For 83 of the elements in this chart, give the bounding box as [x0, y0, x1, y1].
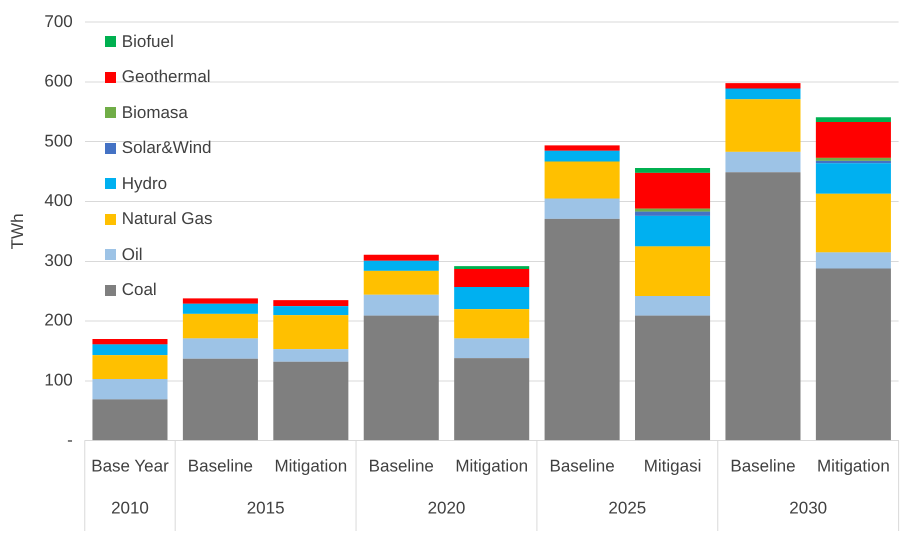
- bar: [273, 315, 348, 350]
- bar: [364, 316, 439, 440]
- legend-label: Biofuel: [122, 32, 174, 52]
- bar: [182, 338, 258, 359]
- bar: [273, 362, 348, 440]
- text: 2020: [428, 498, 466, 518]
- bar: [454, 358, 530, 440]
- bar: [273, 306, 348, 316]
- bar: [273, 300, 348, 306]
- bar: [92, 399, 168, 440]
- text: 2025: [608, 498, 646, 518]
- legend-label: Coal: [122, 280, 157, 300]
- y-tick-label: 500: [44, 131, 73, 150]
- bar: [364, 254, 439, 261]
- bar: [816, 158, 891, 161]
- bar: [635, 208, 710, 212]
- bar: [635, 168, 710, 173]
- x-tick-label: Mitigation: [274, 456, 348, 476]
- y-tick-label: 200: [44, 310, 73, 330]
- bar: [544, 150, 620, 162]
- bar: [92, 338, 168, 344]
- bar: [816, 160, 891, 164]
- bar: [544, 218, 620, 440]
- bar: [92, 379, 168, 400]
- y-axis-title: TWh: [8, 213, 27, 250]
- legend-label: Natural Gas: [122, 209, 212, 230]
- bar: [544, 161, 620, 199]
- legend-label: Hydro: [122, 174, 168, 194]
- bar: [273, 349, 348, 362]
- bar: [816, 117, 891, 122]
- bar: [816, 268, 891, 440]
- bar: [364, 294, 439, 316]
- bar: [816, 194, 891, 252]
- y-tick-label: 300: [44, 250, 73, 270]
- bar: [92, 344, 168, 356]
- x-tick-label: Mitigasi: [644, 456, 702, 476]
- text: 2015: [246, 498, 285, 518]
- bar: [182, 314, 258, 338]
- bar: [454, 286, 530, 310]
- bar: [454, 269, 530, 287]
- y-tick-label: 100: [44, 370, 73, 390]
- bar: [635, 316, 710, 440]
- bar: [454, 266, 530, 270]
- bar: [816, 163, 891, 194]
- bar: [635, 212, 710, 216]
- x-tick-label: Baseline: [188, 456, 254, 476]
- bar: [182, 298, 258, 304]
- bar: [725, 88, 800, 100]
- text: 2010: [111, 498, 149, 518]
- x-tick-label: Base Year: [91, 456, 170, 476]
- bar: [182, 358, 258, 440]
- bar: [725, 83, 800, 89]
- text: 2030: [789, 498, 828, 518]
- x-tick-label: Mitigation: [455, 456, 528, 476]
- bar: [635, 172, 710, 209]
- legend-label: Oil: [122, 244, 143, 265]
- bar: [454, 338, 530, 358]
- legend-label: Geothermal: [122, 67, 211, 88]
- bar: [364, 260, 439, 271]
- bar: [635, 246, 710, 296]
- x-tick-label: Baseline: [730, 456, 796, 476]
- bar: [635, 296, 710, 316]
- x-tick-label: Baseline: [550, 456, 615, 476]
- bar: [725, 152, 800, 172]
- bar: [454, 309, 530, 338]
- legend-label: Biomasa: [122, 102, 188, 123]
- bar: [816, 122, 891, 158]
- bar: [92, 355, 168, 380]
- y-tick-label: -: [67, 430, 73, 450]
- bar: [182, 304, 258, 314]
- bar: [725, 172, 800, 440]
- bar: [725, 99, 800, 152]
- x-tick-label: Baseline: [368, 456, 434, 476]
- y-tick-label: 700: [44, 12, 73, 31]
- bar: [635, 216, 710, 246]
- bar: [544, 198, 620, 219]
- legend-label: Solar&Wind: [122, 138, 212, 158]
- y-tick-label: 400: [44, 191, 73, 210]
- y-tick-label: 600: [44, 72, 73, 91]
- bar: [816, 252, 891, 268]
- x-tick-label: Mitigation: [817, 456, 890, 476]
- bar: [544, 145, 620, 151]
- bar: [364, 270, 439, 295]
